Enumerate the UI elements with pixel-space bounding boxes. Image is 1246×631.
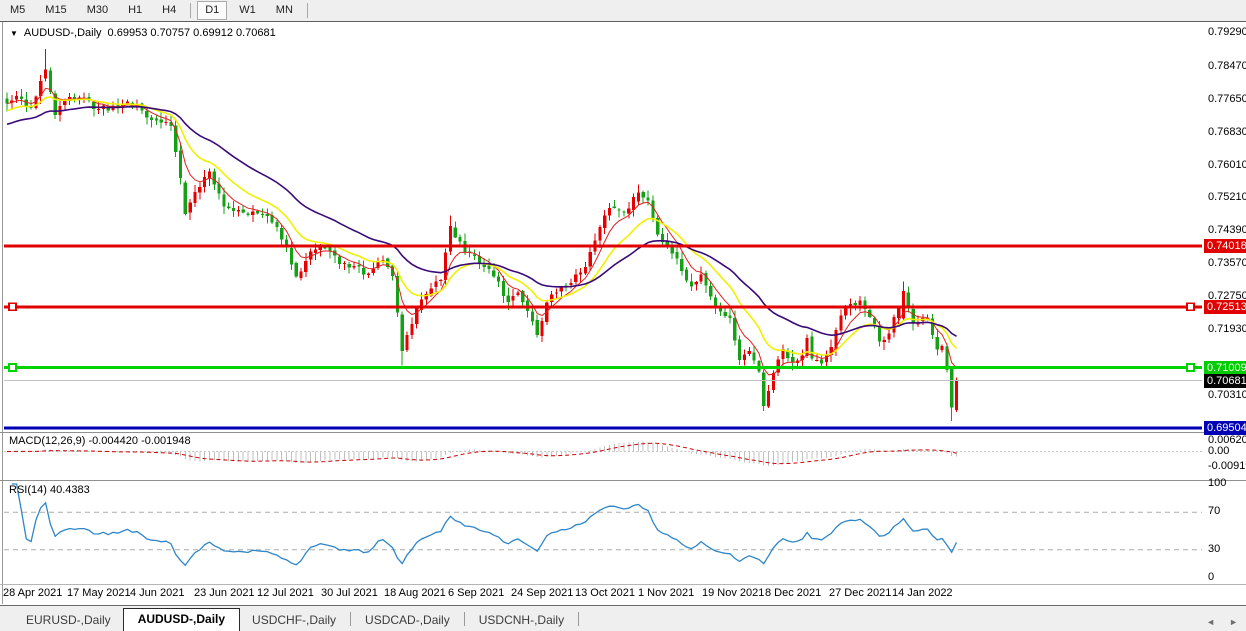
tab-scroll-arrows: ◄ ► <box>1206 617 1246 631</box>
macd-signal-line <box>7 442 957 465</box>
macd-indicator-label: MACD(12,26,9) -0.004420 -0.001948 <box>9 435 191 447</box>
ma-mid-line <box>6 96 958 356</box>
line-handle <box>8 363 17 372</box>
toolbar-separator <box>190 3 192 18</box>
horizontal-level-line[interactable] <box>4 244 1202 248</box>
symbol-tab-usdchf[interactable]: USDCHF-,Daily <box>252 613 337 627</box>
price-axis-label: 0.79290 <box>1208 26 1246 39</box>
horizontal-level-line[interactable] <box>4 426 1202 430</box>
line-handle <box>1186 363 1195 372</box>
rsi-pane <box>4 483 1202 567</box>
price-axis-label: 0.75210 <box>1208 191 1246 204</box>
toolbar-separator <box>306 3 308 18</box>
price-axis-label: 0.72750 <box>1208 290 1246 303</box>
price-level-badge: 0.70681 <box>1204 373 1246 388</box>
timeframe-button-m5[interactable]: M5 <box>10 4 26 16</box>
macd-axis-label: 0.006201 <box>1208 433 1246 446</box>
symbol-tab-audusd[interactable]: AUDUSD-,Daily <box>122 608 241 631</box>
price-axis-label: 0.71930 <box>1208 323 1246 336</box>
date-axis-label: 12 Jul 2021 <box>257 587 314 599</box>
timeframe-button-h1[interactable]: H1 <box>128 4 143 16</box>
tab-separator <box>578 612 580 626</box>
horizontal-level-line[interactable] <box>4 363 1202 372</box>
price-level-badge: 0.71009 <box>1204 360 1246 375</box>
tab-scroll-left-icon[interactable]: ◄ <box>1206 617 1216 627</box>
price-level-badge: 0.69504 <box>1204 421 1246 436</box>
price-axis-label: 0.78470 <box>1208 59 1246 72</box>
macd-axis-label: 0.00 <box>1208 444 1230 457</box>
price-axis-label: 0.77650 <box>1208 92 1246 105</box>
price-axis-label: 0.73570 <box>1208 257 1246 270</box>
date-axis-label: 17 May 2021 <box>67 587 131 599</box>
tab-separator <box>463 612 465 626</box>
price-axis-label: 0.70310 <box>1208 388 1246 401</box>
line-handle <box>8 302 17 312</box>
macd-axis-label: -0.009197 <box>1208 460 1246 473</box>
symbol-tab-eurusd[interactable]: EURUSD-,Daily <box>26 613 111 627</box>
chart-title: ▼ AUDUSD-,Daily 0.69953 0.70757 0.69912 … <box>10 27 276 39</box>
chart-ohlc-values: 0.69953 0.70757 0.69912 0.70681 <box>107 27 276 39</box>
symbol-tab-usdcad[interactable]: USDCAD-,Daily <box>365 613 450 627</box>
price-level-badge: 0.72513 <box>1204 299 1246 314</box>
tab-separator <box>350 612 352 626</box>
tab-scroll-right-icon[interactable]: ► <box>1229 617 1238 627</box>
price-axis-label: 0.76010 <box>1208 158 1246 171</box>
macd-pane <box>4 441 1202 466</box>
candles-group <box>5 48 959 422</box>
price-axis-label: 0.76830 <box>1208 125 1246 138</box>
timeframe-button-h4[interactable]: H4 <box>162 4 177 16</box>
rsi-axis-label: 30 <box>1208 542 1221 555</box>
date-axis-label: 18 Aug 2021 <box>384 587 446 599</box>
date-axis-label: 28 Apr 2021 <box>3 587 63 599</box>
date-axis-label: 23 Jun 2021 <box>194 587 255 599</box>
date-axis-label: 8 Dec 2021 <box>765 587 822 599</box>
rsi-indicator-label: RSI(14) 40.4383 <box>9 484 90 496</box>
horizontal-level-line[interactable] <box>4 302 1202 312</box>
timeframe-button-w1[interactable]: W1 <box>239 4 256 16</box>
rsi-axis-label: 0 <box>1208 571 1215 583</box>
rsi-axis-label: 100 <box>1208 477 1227 489</box>
price-level-badge: 0.74018 <box>1204 239 1246 254</box>
chart-symbol-label: AUDUSD-,Daily <box>23 27 102 39</box>
timeframe-button-mn[interactable]: MN <box>275 4 293 16</box>
rsi-axis-label: 70 <box>1208 505 1221 518</box>
ma-slow-line <box>6 105 957 337</box>
window-borders <box>0 21 1246 604</box>
chart-dropdown-icon[interactable]: ▼ <box>10 28 18 38</box>
date-axis-label: 13 Oct 2021 <box>575 587 635 599</box>
timeframe-button-m30[interactable]: M30 <box>86 4 109 16</box>
date-axis-label: 6 Sep 2021 <box>448 587 505 599</box>
date-axis-label: 19 Nov 2021 <box>702 587 765 599</box>
ma-fast-line <box>6 87 957 376</box>
price-axis-label: 0.74390 <box>1208 224 1246 237</box>
date-axis-label: 24 Sep 2021 <box>511 587 574 599</box>
rsi-line <box>11 483 958 567</box>
date-axis-label: 14 Jan 2022 <box>892 587 953 599</box>
date-axis-label: 27 Dec 2021 <box>829 587 892 599</box>
timeframe-button-m15[interactable]: M15 <box>45 4 67 16</box>
symbol-tab-usdcnh[interactable]: USDCNH-,Daily <box>478 613 565 627</box>
date-axis-label: 1 Nov 2021 <box>638 587 695 599</box>
timeframe-button-d1[interactable]: D1 <box>197 1 228 20</box>
date-axis-label: 30 Jul 2021 <box>321 587 378 599</box>
timeframe-toolbar: M5 M15 M30 H1 H4 D1 W1 MN <box>0 0 1246 22</box>
symbol-tab-strip: EURUSD-,Daily AUDUSD-,Daily USDCHF-,Daily U… <box>0 605 1246 631</box>
date-axis-label: 4 Jun 2021 <box>130 587 185 599</box>
line-handle <box>1186 302 1195 312</box>
